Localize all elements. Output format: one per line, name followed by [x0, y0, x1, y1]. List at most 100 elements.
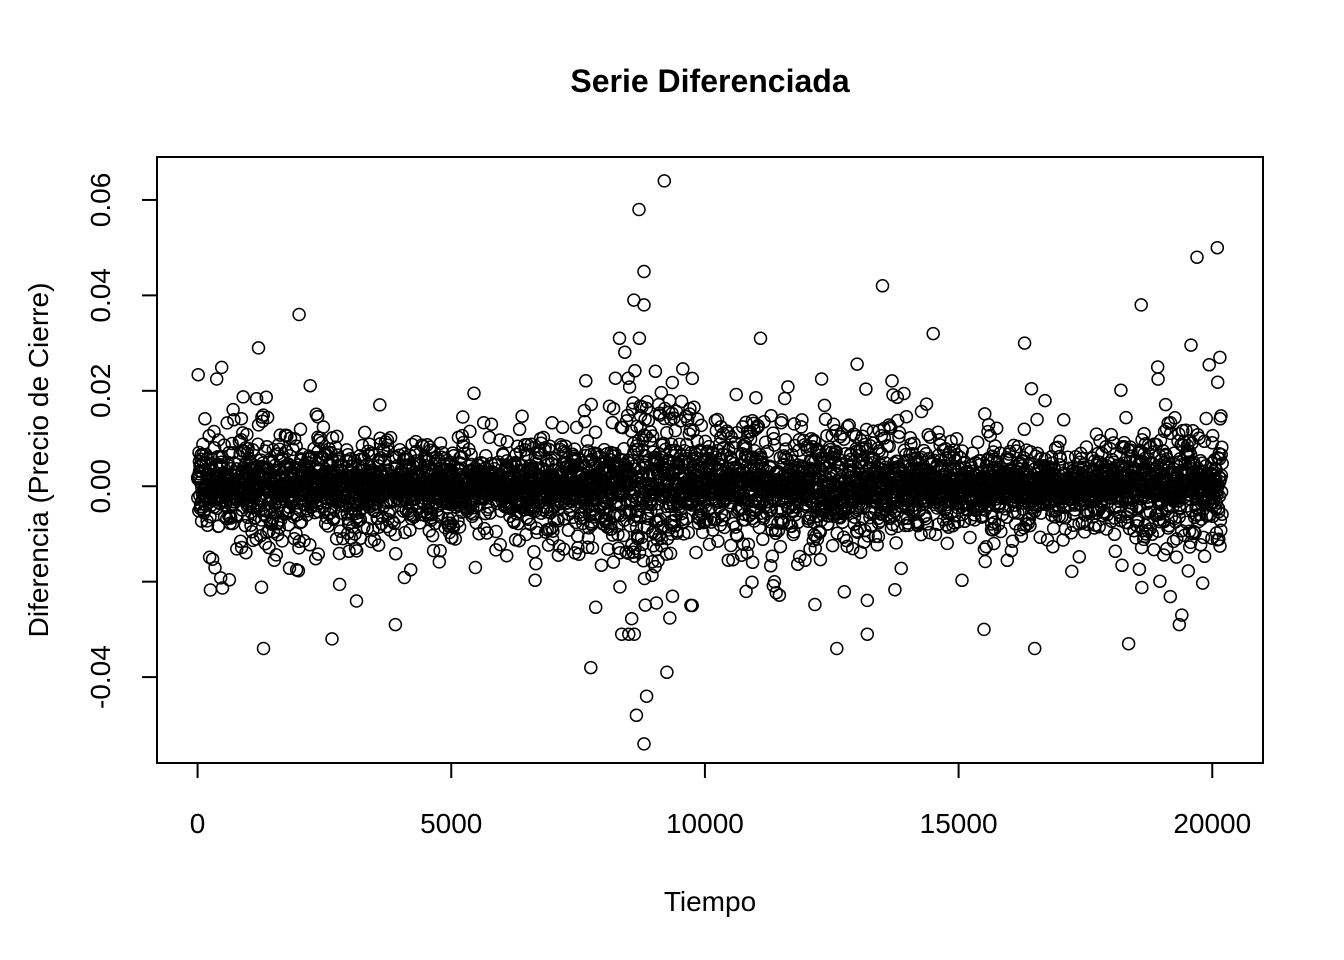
data-point: [529, 521, 544, 535]
data-point: [795, 413, 809, 427]
data-point: [262, 540, 276, 555]
data-point: [333, 524, 348, 538]
data-point: [451, 514, 465, 529]
data-point: [1004, 543, 1019, 558]
data-point: [388, 527, 402, 542]
data-point: [728, 435, 743, 450]
data-point: [433, 543, 447, 558]
data-point: [227, 412, 241, 427]
data-point: [911, 518, 925, 533]
data-point: [616, 528, 631, 543]
data-point: [726, 552, 740, 567]
data-point: [775, 516, 790, 530]
data-point: [771, 516, 785, 530]
data-point: [632, 331, 647, 346]
data-point: [772, 588, 787, 602]
data-point: [1146, 445, 1160, 459]
data-point: [613, 580, 627, 594]
data-point: [921, 427, 935, 442]
data-point: [1114, 383, 1128, 397]
data-point: [621, 371, 635, 386]
data-point: [203, 583, 218, 597]
data-point: [829, 444, 843, 459]
data-point: [448, 532, 463, 546]
data-point: [625, 402, 640, 416]
data-point: [938, 461, 952, 476]
data-point: [622, 380, 637, 394]
data-point: [611, 527, 625, 542]
data-point: [191, 367, 205, 382]
data-point: [787, 417, 801, 431]
data-point: [681, 525, 696, 540]
data-point: [649, 596, 664, 610]
data-point: [763, 559, 778, 573]
data-point: [236, 390, 250, 404]
data-point: [254, 580, 269, 594]
data-point: [874, 429, 889, 443]
data-point: [790, 557, 805, 571]
data-point: [332, 546, 347, 561]
data-point: [1196, 530, 1211, 545]
data-point: [1038, 393, 1052, 408]
data-point: [214, 455, 229, 469]
data-point: [940, 536, 954, 551]
data-point: [963, 530, 977, 545]
data-point: [1151, 372, 1165, 386]
data-point: [572, 547, 586, 561]
data-point: [769, 585, 783, 600]
data-point: [687, 400, 701, 414]
data-point: [663, 546, 678, 561]
data-point: [745, 555, 760, 570]
data-point: [373, 398, 387, 412]
data-point: [835, 505, 849, 520]
data-point: [260, 410, 275, 425]
data-point: [585, 541, 600, 555]
data-point: [271, 437, 286, 452]
data-point: [817, 398, 832, 413]
data-point: [632, 545, 647, 560]
data-point: [293, 422, 308, 437]
data-point: [627, 627, 642, 641]
data-point: [628, 364, 642, 378]
data-point: [1095, 446, 1109, 461]
data-point: [271, 515, 285, 530]
data-point: [654, 385, 669, 400]
data-point: [1160, 541, 1174, 556]
data-point: [217, 438, 231, 452]
data-point: [1132, 562, 1147, 576]
data-point: [1145, 527, 1159, 541]
data-point: [767, 438, 782, 452]
data-point: [928, 527, 943, 542]
data-point: [859, 422, 874, 437]
data-point: [397, 570, 412, 585]
data-point: [837, 585, 852, 599]
data-point: [225, 436, 239, 451]
data-point: [614, 627, 629, 641]
data-point: [1053, 452, 1068, 466]
data-point: [1141, 438, 1156, 452]
data-point: [710, 412, 725, 427]
data-point: [1011, 439, 1025, 454]
data-point: [758, 435, 773, 450]
data-point: [1195, 576, 1210, 590]
data-point: [775, 413, 789, 427]
data-point: [1135, 580, 1149, 595]
data-point: [482, 500, 496, 514]
data-point: [569, 515, 583, 530]
data-point: [914, 404, 929, 419]
chart-title: Serie Diferenciada: [570, 63, 849, 99]
data-point: [716, 426, 730, 441]
data-point: [1197, 549, 1212, 564]
data-point: [794, 420, 809, 434]
data-point: [329, 531, 344, 546]
data-point: [222, 445, 236, 460]
data-point: [663, 611, 677, 625]
data-point: [890, 390, 905, 405]
data-point: [220, 416, 234, 430]
data-point: [951, 515, 965, 529]
data-point: [949, 432, 964, 446]
data-point: [741, 537, 756, 552]
data-point: [636, 537, 650, 551]
data-point: [310, 409, 325, 424]
data-point: [1163, 589, 1178, 604]
